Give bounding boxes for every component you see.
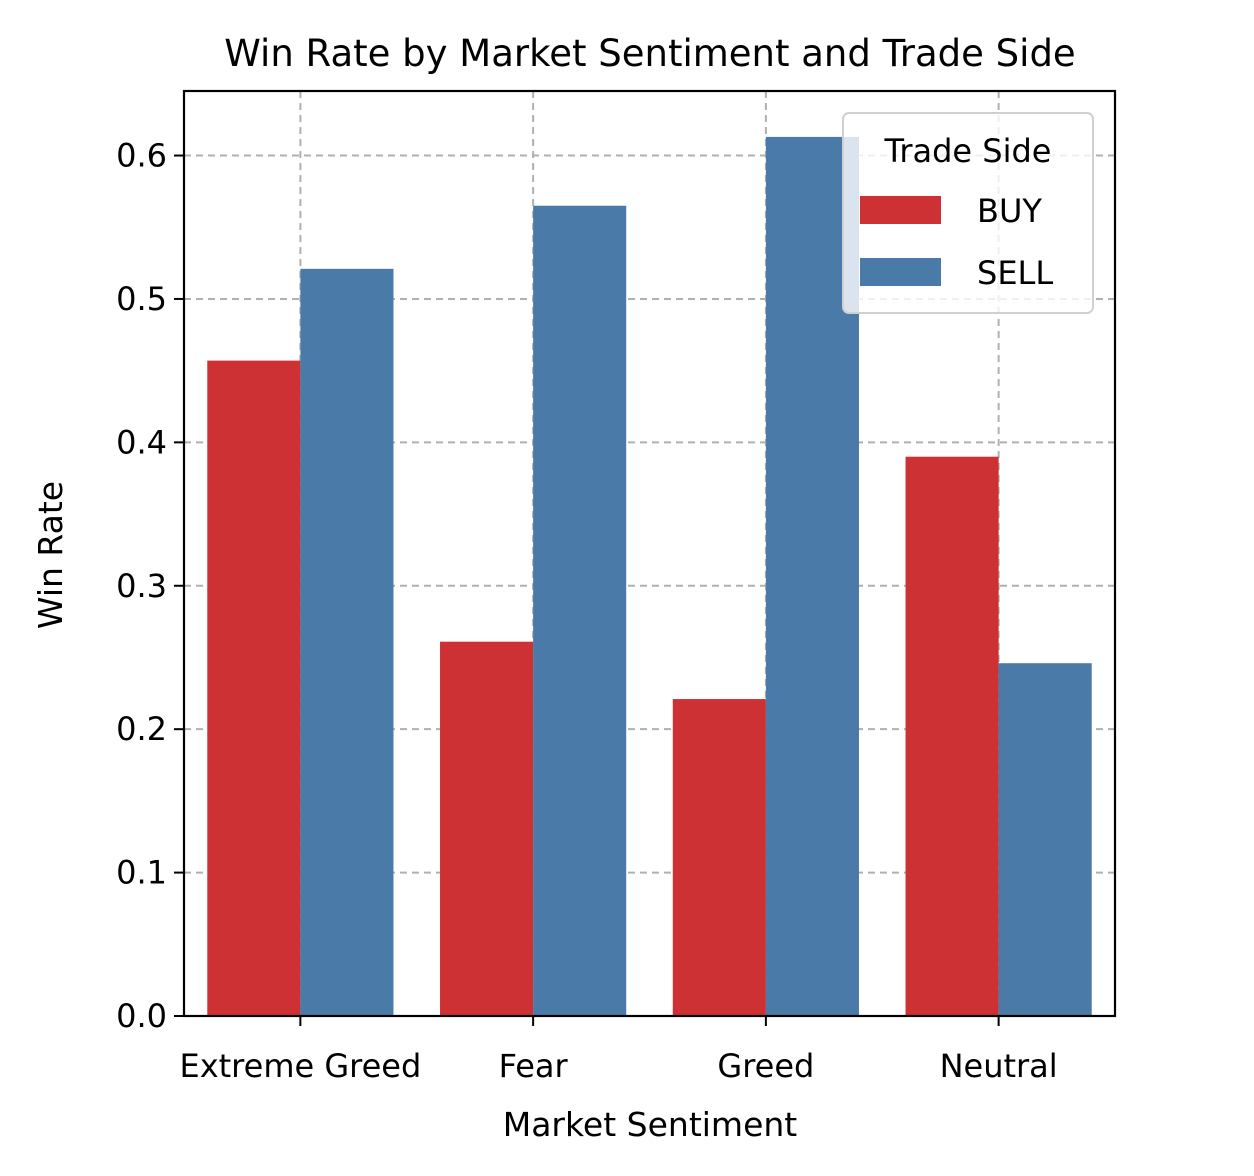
legend-swatch-buy [860,196,941,224]
x-tick-label: Fear [499,1047,569,1085]
y-tick-label: 0.2 [116,710,167,748]
y-tick-label: 0.1 [116,854,167,892]
x-axis-label: Market Sentiment [503,1105,798,1144]
bar-buy-extreme-greed [207,360,301,1016]
bar-sell-fear [533,205,627,1016]
bar-sell-extreme-greed [300,268,394,1016]
legend-title: Trade Side [884,132,1052,170]
bar-sell-neutral [998,663,1092,1016]
x-tick-label: Extreme Greed [179,1047,421,1085]
y-tick-label: 0.5 [116,280,167,318]
x-tick-label: Greed [717,1047,814,1085]
legend-label-buy: BUY [977,192,1042,230]
y-tick-label: 0.0 [116,997,167,1035]
y-tick-label: 0.3 [116,567,167,605]
axis-ticks: 0.0 0.1 0.2 0.3 0.4 0.5 0.6 Extreme Greed Fear Gr… [116,137,1058,1085]
legend: Trade Side BUY SELL [842,112,1094,314]
y-tick-label: 0.6 [116,137,167,175]
bar-buy-neutral [905,456,999,1017]
bar-buy-fear [440,641,534,1016]
y-tick-label: 0.4 [116,423,167,461]
x-tick-label: Neutral [940,1047,1058,1085]
plot-frame [182,89,1117,1018]
legend-label-sell: SELL [977,254,1053,292]
bar-buy-greed [672,699,766,1016]
y-axis-label: Win Rate [31,481,70,629]
legend-swatch-sell [860,258,941,286]
chart-title: Win Rate by Market Sentiment and Trade S… [224,32,1075,75]
